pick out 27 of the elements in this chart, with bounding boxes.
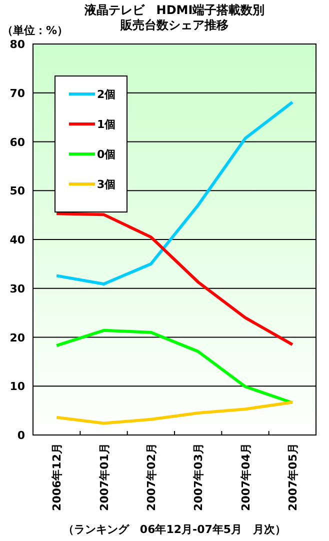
x-tick-label: 2007年02月 [144, 443, 158, 511]
y-tick-label: 20 [10, 331, 26, 344]
y-tick-label: 80 [10, 38, 26, 51]
x-tick-label: 2007年04月 [239, 443, 252, 511]
legend-label: 1個 [97, 118, 116, 131]
x-tick-label: 2007年03月 [192, 443, 206, 511]
x-tick-label: 2007年01月 [98, 443, 111, 511]
y-tick-label: 10 [10, 380, 26, 394]
chart-title: 液晶テレビ HDMI端子搭載数別 [83, 3, 265, 17]
x-tick-label: 2006年12月 [50, 443, 64, 511]
y-tick-label: 60 [10, 136, 26, 149]
y-axis-title: （単位：%） [2, 24, 68, 37]
y-tick-label: 40 [10, 234, 26, 246]
x-tick-label: 2007年05月 [286, 443, 300, 511]
legend-label: 2個 [97, 88, 116, 101]
line-series [55, 100, 294, 286]
y-tick-label: 50 [10, 184, 26, 198]
legend-label: 3個 [97, 178, 116, 191]
line-series [55, 328, 294, 404]
chart-subtitle: 販売台数シェア推移 [120, 18, 228, 32]
line-series [55, 212, 294, 346]
y-tick-label: 70 [10, 86, 26, 100]
text: （ランキング 06年12月-07年5月 月次） [62, 523, 286, 536]
y-tick-label: 30 [10, 282, 26, 296]
y-tick-label: 0 [17, 429, 26, 442]
legend-label: 0個 [97, 148, 116, 161]
line-series [55, 400, 294, 425]
